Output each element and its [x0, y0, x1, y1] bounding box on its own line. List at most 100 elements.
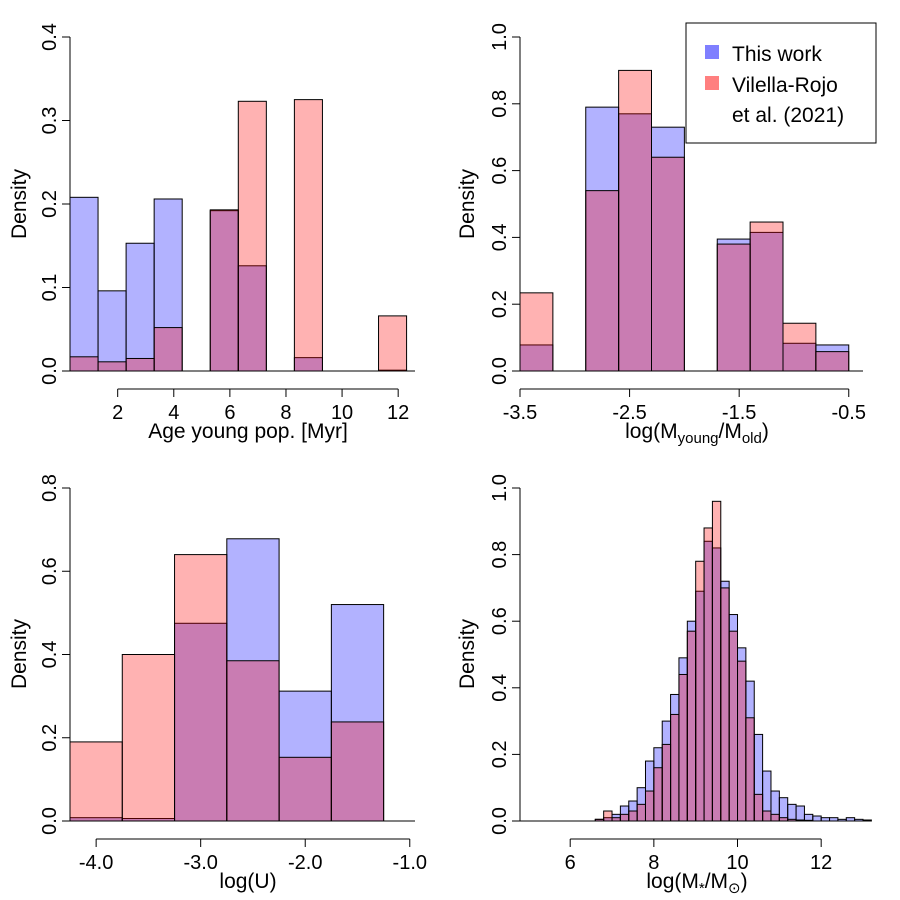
age-bar-this-work-3 [153, 198, 183, 372]
age-x-axis-label: Age young pop. [Myr] [148, 420, 348, 443]
legend: This work Vilella-Rojo et al. (2021) [685, 22, 877, 144]
legend-label-this-work: This work [732, 43, 822, 66]
age-x-tick-label-3: 8 [280, 402, 291, 424]
age-y-tick-label-3: 0.3 [39, 107, 61, 135]
age-bar-this-work-2 [125, 242, 155, 372]
legend-swatch-vilella [705, 76, 719, 90]
logU-bar-this-work-3 [226, 538, 280, 822]
mass-ratio-bar-vilella-0 [519, 292, 554, 372]
logU-bar-this-work-2 [174, 622, 228, 822]
mass-ratio-bars-vilella [519, 69, 850, 372]
age-x-axis: 2 4 6 8 10 12 [70, 370, 415, 424]
mass-ratio-bar-this-work-3 [651, 126, 685, 372]
logU-bar-vilella-5 [330, 721, 385, 822]
age-bar-vilella-4 [209, 209, 239, 372]
logU-y-tick-label-0: 0.0 [39, 807, 61, 835]
stellar-mass-bar-vilella-24 [720, 587, 730, 822]
age-bar-vilella-5 [237, 100, 267, 372]
stellar-mass-bar-vilella-27 [745, 717, 755, 822]
mass-ratio-x-tick-label-1: -2.5 [612, 402, 646, 424]
logU-y-tick-label-4: 0.8 [39, 474, 61, 502]
mass-ratio-y-tick-label-5: 1.0 [489, 23, 511, 51]
mass-ratio-bar-vilella-2 [618, 69, 653, 372]
age-x-tick-label-1: 4 [168, 402, 179, 424]
stellar-mass-x-tick-label-3: 12 [810, 852, 832, 874]
mass-ratio-bar-this-work-2 [618, 113, 653, 372]
mass-ratio-y-tick-label-4: 0.8 [489, 90, 511, 118]
logU-bars-this-work [69, 538, 385, 822]
panel-mass-ratio: -3.5 -2.5 -1.5 -0.5 0.0 0.2 0.4 0.6 0.8 1.0 log(… [456, 22, 877, 447]
stellar-mass-bar-vilella-16 [653, 767, 663, 822]
stellar-mass-bar-vilella-20 [686, 630, 697, 822]
age-x-tick-label-2: 6 [224, 402, 235, 424]
stellar-mass-bar-vilella-19 [678, 673, 688, 822]
mass-ratio-bar-this-work-6 [782, 342, 817, 372]
logU-y-tick-label-2: 0.4 [39, 641, 61, 669]
logU-y-axis: 0.0 0.2 0.4 0.6 0.8 [39, 474, 71, 835]
stellar-mass-y-tick-label-0: 0.0 [489, 807, 511, 835]
mass-ratio-bar-this-work-4 [716, 238, 751, 372]
age-bar-this-work-1 [97, 290, 127, 372]
stellar-mass-bar-vilella-26 [737, 660, 747, 822]
stellar-mass-bar-vilella-15 [644, 790, 655, 822]
logU-x-tick-label-0: -4.0 [79, 852, 113, 874]
stellar-mass-bar-this-work-32 [787, 803, 797, 822]
logU-x-tick-label-1: -3.0 [183, 852, 217, 874]
age-bar-vilella-0 [69, 356, 99, 372]
stellar-mass-bars-vilella [594, 500, 814, 822]
logU-bars-vilella [69, 554, 385, 822]
mass-ratio-y-tick-label-2: 0.4 [489, 223, 511, 251]
stellar-mass-bar-vilella-13 [628, 810, 638, 822]
logU-bar-this-work-4 [278, 690, 332, 822]
mass-ratio-bar-vilella-7 [815, 351, 850, 372]
legend-label-vilella-line2: et al. (2021) [732, 104, 844, 127]
logU-x-tick-label-3: -1.0 [393, 852, 427, 874]
panel-stellar-mass: 6 8 10 12 0.0 0.2 0.4 0.6 0.8 1.0 log(M*/M⊙) Den… [456, 474, 872, 897]
logU-bar-vilella-4 [278, 756, 332, 822]
logU-x-tick-label-2: -2.0 [288, 852, 322, 874]
age-x-tick-label-4: 10 [331, 402, 353, 424]
mass-ratio-y-tick-label-3: 0.6 [489, 157, 511, 185]
stellar-mass-x-tick-label-0: 6 [565, 852, 576, 874]
stellar-mass-bar-vilella-22 [703, 527, 713, 822]
stellar-mass-bar-vilella-17 [661, 743, 672, 822]
stellar-mass-bar-vilella-12 [619, 813, 630, 822]
age-bar-this-work-0 [69, 196, 99, 372]
mass-ratio-y-tick-label-0: 0.0 [489, 357, 511, 385]
stellar-mass-x-tick-label-1: 8 [648, 852, 659, 874]
stellar-mass-y-tick-label-2: 0.4 [489, 674, 511, 702]
stellar-mass-bar-vilella-25 [728, 630, 739, 822]
stellar-mass-y-tick-label-4: 0.8 [489, 541, 511, 569]
stellar-mass-bar-vilella-28 [753, 793, 764, 822]
logU-bar-vilella-0 [69, 741, 123, 822]
mass-ratio-bar-this-work-0 [519, 344, 554, 372]
age-bar-vilella-7 [378, 315, 408, 372]
panel-logU: -4.0 -3.0 -2.0 -1.0 0.00.20.40.60.8 log(U) … [8, 474, 427, 893]
age-x-tick-label-5: 12 [387, 402, 409, 424]
stellar-mass-y-tick-label-1: 0.2 [489, 740, 511, 768]
age-bar-vilella-1 [97, 361, 127, 372]
mass-ratio-x-axis: -3.5 -2.5 -1.5 -0.5 [503, 370, 866, 424]
age-x-tick-label-0: 2 [112, 402, 123, 424]
stellar-mass-x-axis: 6 8 10 12 [520, 820, 863, 874]
stellar-mass-bar-this-work-35 [812, 815, 822, 822]
age-y-axis: 0.0 0.1 0.2 0.3 0.4 [39, 23, 71, 385]
age-y-tick-label-1: 0.1 [39, 274, 61, 302]
stellar-mass-bar-this-work-33 [795, 805, 805, 822]
stellar-mass-bar-vilella-14 [636, 803, 646, 822]
age-y-axis-label: Density [8, 168, 31, 239]
mass-ratio-bar-this-work-7 [815, 344, 850, 372]
mass-ratio-y-axis-label: Density [456, 168, 479, 239]
age-bars-this-work [69, 196, 408, 372]
stellar-mass-bar-vilella-23 [711, 500, 722, 822]
stellar-mass-y-tick-label-5: 1.0 [489, 474, 511, 502]
mass-ratio-y-tick-label-1: 0.2 [489, 290, 511, 318]
logU-x-axis: -4.0 -3.0 -2.0 -1.0 [70, 820, 427, 874]
logU-bar-vilella-2 [174, 554, 228, 822]
logU-bar-vilella-3 [226, 660, 280, 822]
age-y-tick-label-4: 0.4 [39, 23, 61, 51]
stellar-mass-x-tick-label-2: 10 [726, 852, 748, 874]
age-y-tick-label-2: 0.2 [39, 190, 61, 218]
stellar-mass-bar-vilella-21 [695, 560, 705, 822]
